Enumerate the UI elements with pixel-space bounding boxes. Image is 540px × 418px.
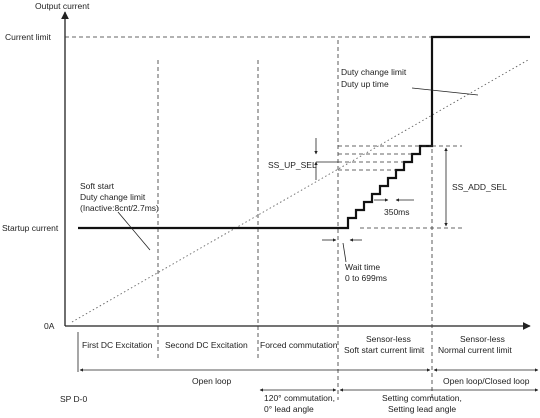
y-axis-title: Output current xyxy=(35,1,90,11)
output-current-curve xyxy=(78,35,530,230)
soft-start-leader xyxy=(117,211,151,251)
zero-label: 0A xyxy=(44,321,55,331)
commutation-left-label-1: 120° commutation, xyxy=(264,393,335,403)
wait-time-label: Wait time xyxy=(345,262,380,272)
open-loop-label: Open loop xyxy=(192,376,231,386)
duty-up-time-label: Duty up time xyxy=(341,79,389,89)
phase-5-label-1: Sensor-less xyxy=(460,334,505,344)
duty-up-time-leader xyxy=(411,87,479,96)
wait-time-range: 0 to 699ms xyxy=(345,273,387,283)
ss-up-sel-label: SS_UP_SEL xyxy=(268,160,317,170)
ss-add-sel-label: SS_ADD_SEL xyxy=(452,182,507,192)
duty-change-limit-label: Duty change limit xyxy=(341,67,407,77)
soft-start-label: Soft start xyxy=(80,181,115,191)
current-limit-label: Current limit xyxy=(5,32,51,42)
commutation-right-label-1: Setting commutation, xyxy=(382,393,462,403)
commutation-right-label-2: Setting lead angle xyxy=(388,404,456,414)
start-label: SP D-0 xyxy=(60,394,88,404)
wait-time-leader xyxy=(342,242,347,263)
open-closed-loop-label: Open loop/Closed loop xyxy=(443,376,530,386)
phase-5-label-2: Normal current limit xyxy=(438,345,512,355)
commutation-left-label-2: 0° lead angle xyxy=(264,404,314,414)
step-time-label: 350ms xyxy=(384,207,410,217)
soft-start-inactive-label: (Inactive:8cnt/2.7ms) xyxy=(80,203,159,213)
phase-3-label: Forced commutation xyxy=(260,340,338,350)
phase-2-label: Second DC Excitation xyxy=(165,340,248,350)
phase-1-label: First DC Excitation xyxy=(82,340,153,350)
phase-4-label-1: Sensor-less xyxy=(366,334,411,344)
soft-start-duty-label: Duty change limit xyxy=(80,192,146,202)
phase-4-label-2: Soft start current limit xyxy=(344,345,425,355)
startup-current-label: Startup current xyxy=(2,223,59,233)
